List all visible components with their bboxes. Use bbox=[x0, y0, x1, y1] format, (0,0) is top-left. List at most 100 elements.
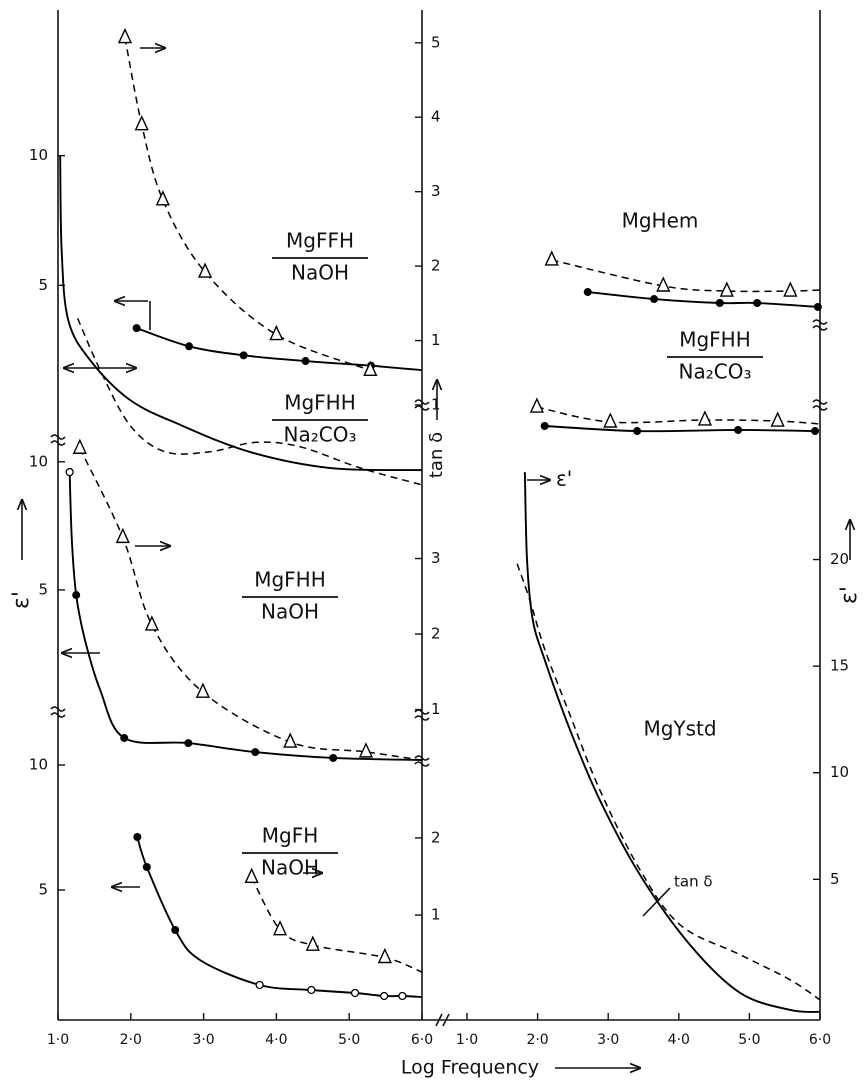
curve bbox=[59, 155, 423, 472]
data-point bbox=[251, 748, 260, 757]
panel-label: MgFH bbox=[262, 824, 319, 848]
data-point bbox=[197, 262, 213, 278]
data-point bbox=[329, 753, 338, 762]
y2-tick-label: 1 bbox=[431, 906, 441, 924]
data-point bbox=[715, 299, 724, 307]
data-point bbox=[72, 438, 87, 454]
data-point bbox=[377, 947, 392, 964]
arrows bbox=[22, 48, 850, 1068]
data-point bbox=[529, 397, 544, 413]
panel-label: NaOH bbox=[261, 600, 319, 624]
curve bbox=[76, 318, 423, 486]
data-point bbox=[363, 360, 378, 377]
curve bbox=[551, 259, 821, 293]
curve bbox=[516, 563, 821, 1001]
data-point bbox=[650, 295, 659, 304]
data-point bbox=[195, 682, 210, 698]
x-tick-label: 4·0 bbox=[668, 1032, 690, 1048]
annotation: tan δ bbox=[674, 873, 713, 891]
data-point bbox=[133, 833, 142, 841]
data-point bbox=[350, 988, 360, 998]
y2-tick-label: 2 bbox=[431, 625, 441, 643]
y-tick-label: 20 bbox=[830, 550, 849, 568]
data-point bbox=[115, 527, 130, 544]
y2-tick-label: 3 bbox=[431, 549, 441, 567]
x-tick-label: 5·0 bbox=[338, 1032, 360, 1048]
data-point bbox=[734, 425, 743, 434]
panel-label: NaOH bbox=[291, 261, 349, 285]
y2-tick-label: 1 bbox=[431, 396, 441, 414]
x-tick-label: 2·0 bbox=[526, 1032, 548, 1048]
frame bbox=[57, 10, 821, 1021]
data-point bbox=[72, 591, 81, 600]
data-point bbox=[633, 427, 642, 436]
x-tick-label: 1·0 bbox=[47, 1032, 69, 1048]
x-tick-label: 6·0 bbox=[411, 1032, 433, 1048]
data-point bbox=[120, 733, 129, 742]
data-point bbox=[583, 288, 592, 297]
panel-label: MgFHH bbox=[679, 328, 751, 352]
data-point bbox=[239, 351, 248, 360]
data-point bbox=[544, 250, 559, 266]
x-tick-label: 4·0 bbox=[265, 1032, 287, 1048]
y2-tick-label: 5 bbox=[431, 33, 441, 51]
data-point bbox=[65, 467, 74, 477]
data-point bbox=[603, 412, 618, 428]
data-point bbox=[132, 324, 141, 333]
x-tick-label: 3·0 bbox=[192, 1032, 214, 1048]
data-point bbox=[813, 302, 822, 311]
y2-tick-label: 3 bbox=[431, 182, 441, 200]
data-point bbox=[719, 281, 734, 297]
data-point bbox=[305, 935, 320, 951]
data-point bbox=[753, 299, 762, 307]
y-tick-label: 10 bbox=[29, 146, 48, 164]
data-point bbox=[283, 732, 298, 748]
panel-label: MgFFH bbox=[286, 229, 354, 253]
y2-tick-label: 1 bbox=[431, 700, 441, 718]
y2-axis-title: tan δ bbox=[426, 432, 447, 478]
y-axis-title: ε' bbox=[9, 591, 34, 609]
y2-tick-label: 2 bbox=[431, 828, 441, 846]
data-point bbox=[244, 867, 259, 883]
panel-label: MgFHH bbox=[254, 568, 326, 592]
panel-label: Na₂CO₃ bbox=[284, 423, 357, 447]
curve bbox=[523, 472, 821, 1013]
y2-tick-label: 4 bbox=[431, 108, 441, 126]
curve bbox=[136, 836, 423, 998]
data-point bbox=[358, 742, 374, 758]
panel-label: Na₂CO₃ bbox=[679, 360, 752, 384]
panel-label: NaOH bbox=[261, 856, 319, 880]
data-point bbox=[144, 615, 160, 631]
x-tick-label: 6·0 bbox=[809, 1032, 831, 1048]
panel-label: MgFHH bbox=[284, 391, 356, 415]
data-point bbox=[783, 281, 798, 297]
y-tick-label: 5 bbox=[38, 881, 48, 899]
curve bbox=[124, 37, 371, 372]
curve bbox=[587, 291, 818, 308]
data-point bbox=[142, 863, 151, 871]
y-tick-label: 10 bbox=[29, 452, 48, 470]
data-point bbox=[155, 190, 170, 206]
data-point bbox=[770, 411, 785, 427]
data-point bbox=[398, 991, 407, 1001]
data-point bbox=[171, 926, 180, 934]
data-point bbox=[184, 739, 193, 748]
data-point bbox=[117, 27, 133, 44]
y-tick-label: 15 bbox=[830, 657, 849, 675]
curve bbox=[544, 425, 816, 433]
x-tick-label: 3·0 bbox=[597, 1032, 619, 1048]
data-point bbox=[697, 410, 713, 426]
data-point bbox=[540, 421, 549, 430]
panel-label: MgHem bbox=[622, 209, 699, 233]
data-point bbox=[307, 985, 316, 995]
y2-tick-label: 2 bbox=[431, 257, 441, 275]
curve bbox=[250, 876, 423, 973]
data-point bbox=[134, 114, 149, 131]
y-tick-label: 10 bbox=[29, 756, 48, 774]
data-point bbox=[269, 324, 284, 341]
data-point bbox=[656, 276, 671, 292]
data-point bbox=[272, 920, 288, 936]
data-point bbox=[185, 342, 194, 351]
y2-tick-label: 1 bbox=[431, 331, 441, 349]
y-axis-title: ε' bbox=[837, 586, 862, 604]
